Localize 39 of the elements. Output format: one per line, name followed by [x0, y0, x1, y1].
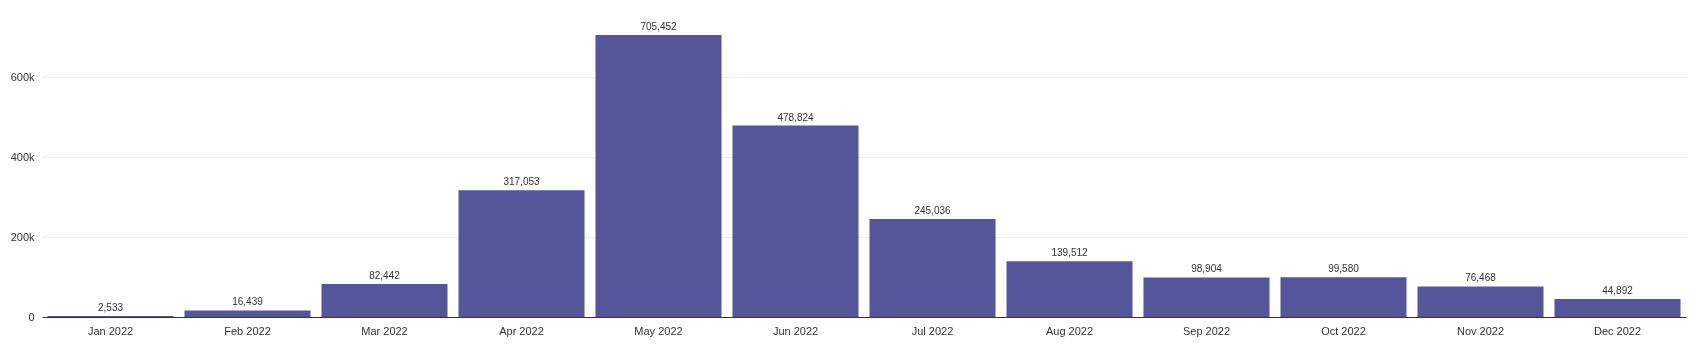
x-tick-label: Nov 2022	[1456, 324, 1505, 337]
bar	[184, 310, 311, 317]
data-label: 139,512	[1051, 247, 1089, 259]
data-label: 705,452	[640, 21, 678, 32]
data-label: 16,439	[232, 296, 264, 308]
x-tick-label: Jun 2022	[772, 324, 819, 337]
bar	[458, 190, 585, 317]
data-label: 76,468	[1465, 272, 1497, 284]
bar	[1554, 299, 1681, 317]
data-label: 317,053	[503, 176, 541, 188]
y-tick-label: 400k	[10, 150, 35, 163]
data-label: 44,892	[1602, 285, 1634, 297]
y-tick-label: 600k	[10, 70, 35, 83]
y-tick-label: 200k	[10, 230, 35, 243]
bar	[869, 219, 996, 317]
x-tick-label: Jul 2022	[911, 324, 954, 337]
x-tick-label: Sep 2022	[1182, 324, 1231, 337]
data-label: 245,036	[914, 205, 952, 217]
data-label: 99,580	[1328, 263, 1360, 275]
data-label: 2,533	[97, 301, 124, 313]
x-tick-label: May 2022	[634, 324, 683, 337]
x-tick-label: Mar 2022	[361, 324, 408, 337]
data-label: 478,824	[777, 111, 815, 123]
x-tick-label: Apr 2022	[499, 324, 544, 337]
x-tick-label: Dec 2022	[1593, 324, 1642, 337]
x-tick-label: Oct 2022	[1321, 324, 1366, 337]
bar	[1006, 261, 1133, 317]
bar	[595, 35, 722, 317]
x-tick-label: Aug 2022	[1045, 324, 1094, 337]
x-tick-label: Feb 2022	[224, 324, 271, 337]
bar	[1280, 277, 1407, 317]
bar	[1417, 286, 1544, 317]
data-label: 98,904	[1191, 263, 1223, 275]
data-label: 82,442	[369, 270, 401, 282]
x-tick-label: Jan 2022	[87, 324, 134, 337]
bar	[1143, 277, 1270, 317]
y-tick-label: 0	[28, 310, 35, 323]
bar	[732, 125, 859, 317]
bar	[321, 284, 448, 317]
